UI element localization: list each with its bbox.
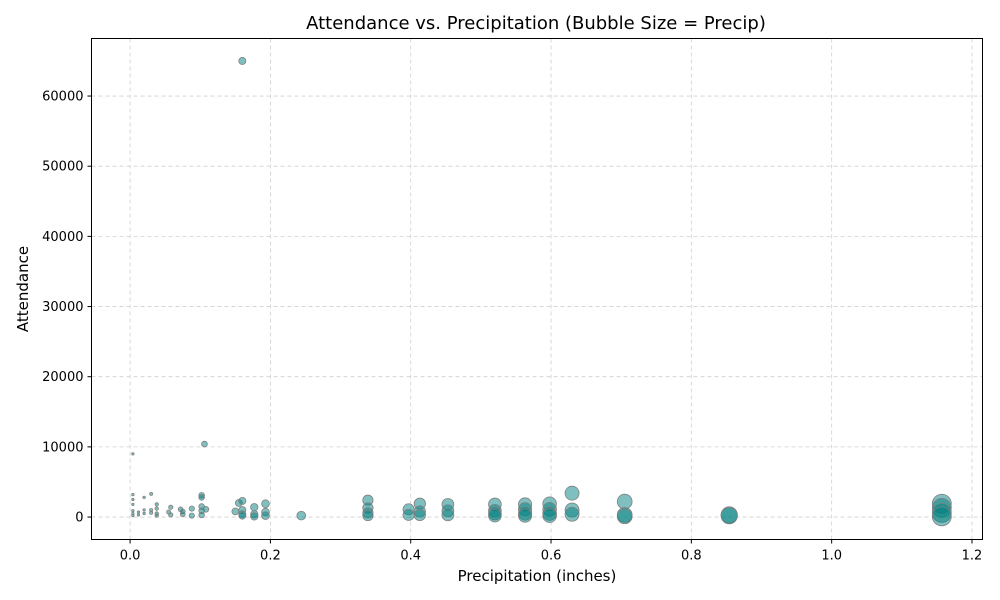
data-point <box>131 497 135 502</box>
data-point <box>231 507 240 516</box>
x-tick-label: 0.2 <box>260 549 281 564</box>
data-point <box>188 512 195 519</box>
y-tick-label: 20000 <box>42 370 83 385</box>
data-point <box>154 506 159 511</box>
data-point <box>413 508 426 522</box>
data-point <box>131 514 135 518</box>
data-point <box>238 511 247 520</box>
data-point <box>142 511 146 516</box>
data-point <box>362 510 374 522</box>
x-tick-label: 0.4 <box>400 549 421 564</box>
data-point <box>931 506 952 527</box>
x-tick-label: 1.0 <box>821 549 842 564</box>
data-point <box>179 511 186 518</box>
data-point <box>131 452 135 456</box>
y-tick-label: 30000 <box>42 300 83 315</box>
data-point <box>616 508 633 525</box>
data-point <box>198 494 205 501</box>
data-point <box>142 508 146 512</box>
data-point <box>261 511 270 520</box>
data-point <box>720 507 738 525</box>
data-point <box>168 504 174 510</box>
data-point <box>154 513 159 518</box>
data-point <box>188 505 195 512</box>
plot-area-frame <box>91 38 983 540</box>
data-point <box>402 508 415 521</box>
data-point <box>136 513 141 517</box>
data-point <box>518 508 533 523</box>
data-point <box>201 440 208 448</box>
data-point <box>149 510 154 515</box>
chart-title: Attendance vs. Precipitation (Bubble Siz… <box>306 13 766 34</box>
data-point <box>441 508 455 522</box>
data-point <box>616 493 633 510</box>
y-tick-label: 40000 <box>42 230 83 245</box>
data-point <box>488 508 502 523</box>
y-axis-title: Attendance <box>14 246 32 332</box>
data-point <box>542 508 557 523</box>
data-points <box>131 57 952 527</box>
data-point <box>261 499 270 508</box>
data-point <box>131 502 135 507</box>
x-axis-title: Precipitation (inches) <box>458 567 617 585</box>
grid <box>91 38 983 540</box>
x-tick-label: 0.8 <box>681 549 702 564</box>
data-point <box>168 512 174 518</box>
x-tick-label: 1.2 <box>962 549 983 564</box>
data-point <box>142 495 146 500</box>
data-point <box>296 510 307 521</box>
data-point <box>238 496 247 505</box>
y-tick-label: 50000 <box>42 160 83 175</box>
data-point <box>564 485 580 501</box>
data-point <box>154 502 159 507</box>
x-tick-label: 0.6 <box>541 549 562 564</box>
y-tick-label: 10000 <box>42 440 83 455</box>
y-tick-label: 0 <box>75 511 83 526</box>
data-point <box>250 512 259 521</box>
axis-ticks: 0.0 0.2 0.4 0.6 0.8 1.0 1.2 0 10000 20000 30000 400… <box>42 90 982 564</box>
data-point <box>131 509 135 513</box>
data-point <box>149 491 154 496</box>
data-point <box>136 510 141 514</box>
data-point <box>202 506 210 513</box>
data-point <box>238 57 247 65</box>
data-point <box>564 506 580 522</box>
y-tick-label: 60000 <box>42 90 83 105</box>
x-tick-label: 0.0 <box>120 549 141 564</box>
data-point <box>198 511 205 519</box>
data-point <box>131 492 135 497</box>
data-point <box>250 503 259 512</box>
